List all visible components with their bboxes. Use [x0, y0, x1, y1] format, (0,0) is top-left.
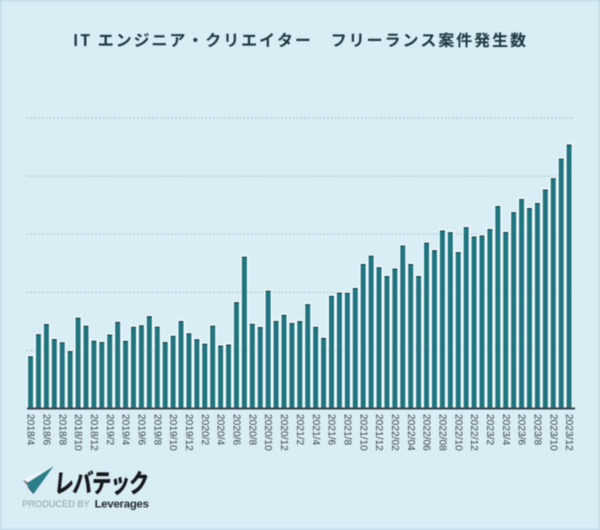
- svg-text:2022/08: 2022/08: [436, 414, 447, 451]
- svg-text:2022/04: 2022/04: [405, 414, 416, 451]
- svg-text:2022/06: 2022/06: [421, 414, 432, 451]
- svg-text:2020/4: 2020/4: [215, 414, 226, 445]
- svg-text:2018/12: 2018/12: [88, 414, 99, 451]
- svg-text:2020/12: 2020/12: [278, 414, 289, 451]
- svg-text:2021/12: 2021/12: [373, 414, 384, 451]
- svg-text:2019/8: 2019/8: [151, 414, 162, 445]
- svg-text:2021/6: 2021/6: [326, 414, 337, 445]
- svg-text:2020/6: 2020/6: [231, 414, 242, 445]
- svg-text:2023/8: 2023/8: [532, 414, 543, 445]
- svg-text:2023/10: 2023/10: [547, 414, 558, 451]
- svg-text:2022/02: 2022/02: [389, 414, 400, 451]
- svg-text:2019/10: 2019/10: [167, 414, 178, 451]
- svg-text:2022/10: 2022/10: [452, 414, 463, 451]
- svg-text:2023/6: 2023/6: [516, 414, 527, 445]
- svg-text:2020/2: 2020/2: [199, 414, 210, 445]
- svg-text:2022/12: 2022/12: [468, 414, 479, 451]
- svg-text:2019/12: 2019/12: [183, 414, 194, 451]
- svg-text:2019/6: 2019/6: [136, 414, 147, 445]
- svg-text:2023/12: 2023/12: [563, 414, 574, 451]
- svg-text:2018/6: 2018/6: [40, 414, 51, 445]
- svg-text:2018/8: 2018/8: [56, 414, 67, 445]
- svg-text:2021/2: 2021/2: [294, 414, 305, 445]
- svg-text:PRODUCED BY: PRODUCED BY: [22, 499, 89, 509]
- svg-text:2021/10: 2021/10: [357, 414, 368, 451]
- svg-text:2018/4: 2018/4: [25, 414, 36, 445]
- svg-text:2018/10: 2018/10: [72, 414, 83, 451]
- svg-text:2023/2: 2023/2: [484, 414, 495, 445]
- svg-text:2019/2: 2019/2: [104, 414, 115, 445]
- svg-text:2020/8: 2020/8: [246, 414, 257, 445]
- svg-text:2019/4: 2019/4: [120, 414, 131, 445]
- svg-text:2021/8: 2021/8: [341, 414, 352, 445]
- svg-text:2021/4: 2021/4: [310, 414, 321, 445]
- svg-text:2023/4: 2023/4: [500, 414, 511, 445]
- svg-text:2020/10: 2020/10: [262, 414, 273, 451]
- svg-text:Leverages: Leverages: [95, 498, 149, 510]
